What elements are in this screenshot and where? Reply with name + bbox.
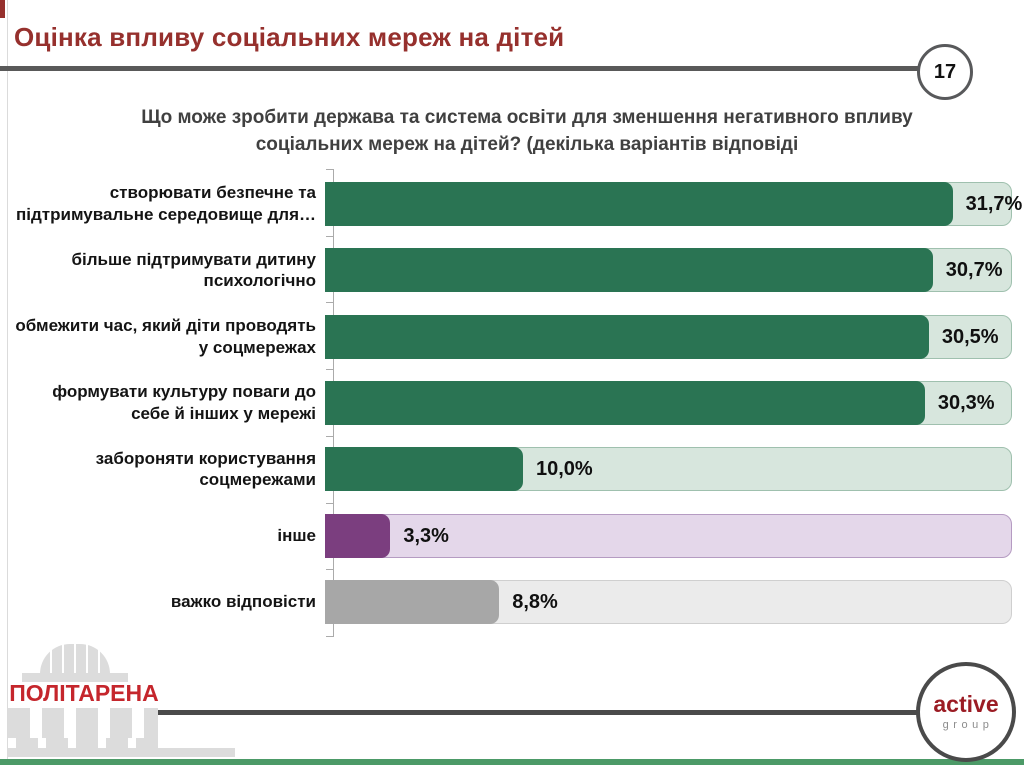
parliament-cap-icon <box>22 673 128 682</box>
bar-category-label: більше підтримувати дитину психологічно <box>71 249 317 291</box>
bottom-accent-bar <box>0 759 1024 765</box>
bar-row: важко відповісти 8,8% <box>0 569 1012 635</box>
corner-accent <box>0 0 5 18</box>
header-divider <box>0 66 918 71</box>
bar-track: 30,7% <box>325 248 1012 293</box>
bar-value-label: 30,5% <box>941 325 999 348</box>
bar-row: забороняти користування соцмережами 10,0% <box>0 436 1012 502</box>
bar-row: формувати культуру поваги до себе й інших… <box>0 370 1012 436</box>
bar-category-label: інше <box>277 525 316 545</box>
bar <box>325 513 391 558</box>
bar-track: 30,3% <box>325 380 1012 425</box>
active-group-wordmark: active <box>933 691 999 717</box>
bar <box>325 248 933 293</box>
bar-category-label: важко відповісти <box>170 591 316 611</box>
parliament-plinth-icon <box>8 738 158 748</box>
parliament-columns-icon <box>8 708 158 738</box>
bar-row: створювати безпечне та підтримувальне сер… <box>0 171 1022 237</box>
bar <box>325 182 953 227</box>
parliament-base-icon <box>8 748 235 757</box>
bar-value-label: 30,7% <box>945 259 1003 282</box>
bar <box>325 447 523 492</box>
bar-track: 8,8% <box>325 579 1012 624</box>
active-group-subtext: group <box>942 719 994 731</box>
axis-tick <box>326 169 334 170</box>
slide-left-border <box>7 0 8 765</box>
page-number-badge: 17 <box>917 44 973 100</box>
parliament-dome-icon <box>40 644 110 674</box>
bar <box>325 380 925 425</box>
chart-question-line1: Що може зробити держава та система освіт… <box>141 107 913 128</box>
bar-track: 3,3% <box>325 513 1012 558</box>
axis-tick <box>326 302 334 303</box>
bar <box>325 314 929 359</box>
page-title: Оцінка впливу соціальних мереж на дітей <box>14 22 565 52</box>
page-number: 17 <box>933 60 957 83</box>
chart-question-line2: соціальних мереж на дітей? (декілька вар… <box>255 133 799 155</box>
bar-row: обмежити час, який діти проводять у соцме… <box>0 304 1012 370</box>
politarena-wordmark: ПОЛІТАРЕНА <box>9 680 159 706</box>
axis-tick <box>326 569 334 570</box>
footer-divider <box>155 710 920 715</box>
axis-tick <box>326 503 334 504</box>
axis-tick <box>326 436 334 437</box>
bar-value-label: 10,0% <box>535 458 593 481</box>
bar-value-label: 3,3% <box>403 524 449 547</box>
axis-tick <box>326 369 334 370</box>
axis-tick <box>326 236 334 237</box>
bar-row: більше підтримувати дитину психологічно 30… <box>0 237 1012 303</box>
bar-category-label: забороняти користування соцмережами <box>95 448 316 490</box>
bar-category-label: обмежити час, який діти проводять у соцме… <box>15 315 316 357</box>
bar-rows: створювати безпечне та підтримувальне сер… <box>0 171 1022 635</box>
bar-row: інше 3,3% <box>0 502 1012 568</box>
bar-category-label: створювати безпечне та підтримувальне сер… <box>16 183 316 225</box>
bar-value-label: 31,7% <box>965 193 1023 216</box>
bar-value-label: 30,3% <box>937 391 995 414</box>
bar-track: 30,5% <box>325 314 1012 359</box>
bar-category-label: формувати культуру поваги до себе й інших… <box>52 382 316 423</box>
bar-track: 10,0% <box>325 447 1012 492</box>
bar <box>325 579 500 624</box>
politarena-logo: ПОЛІТАРЕНА <box>8 644 243 762</box>
bar-track: 31,7% <box>325 182 1022 227</box>
bar-value-label: 8,8% <box>512 590 558 613</box>
axis-tick <box>326 636 334 637</box>
active-group-logo: active group <box>916 662 1016 762</box>
chart-question: Що може зробити держава та система освіт… <box>30 105 1024 158</box>
